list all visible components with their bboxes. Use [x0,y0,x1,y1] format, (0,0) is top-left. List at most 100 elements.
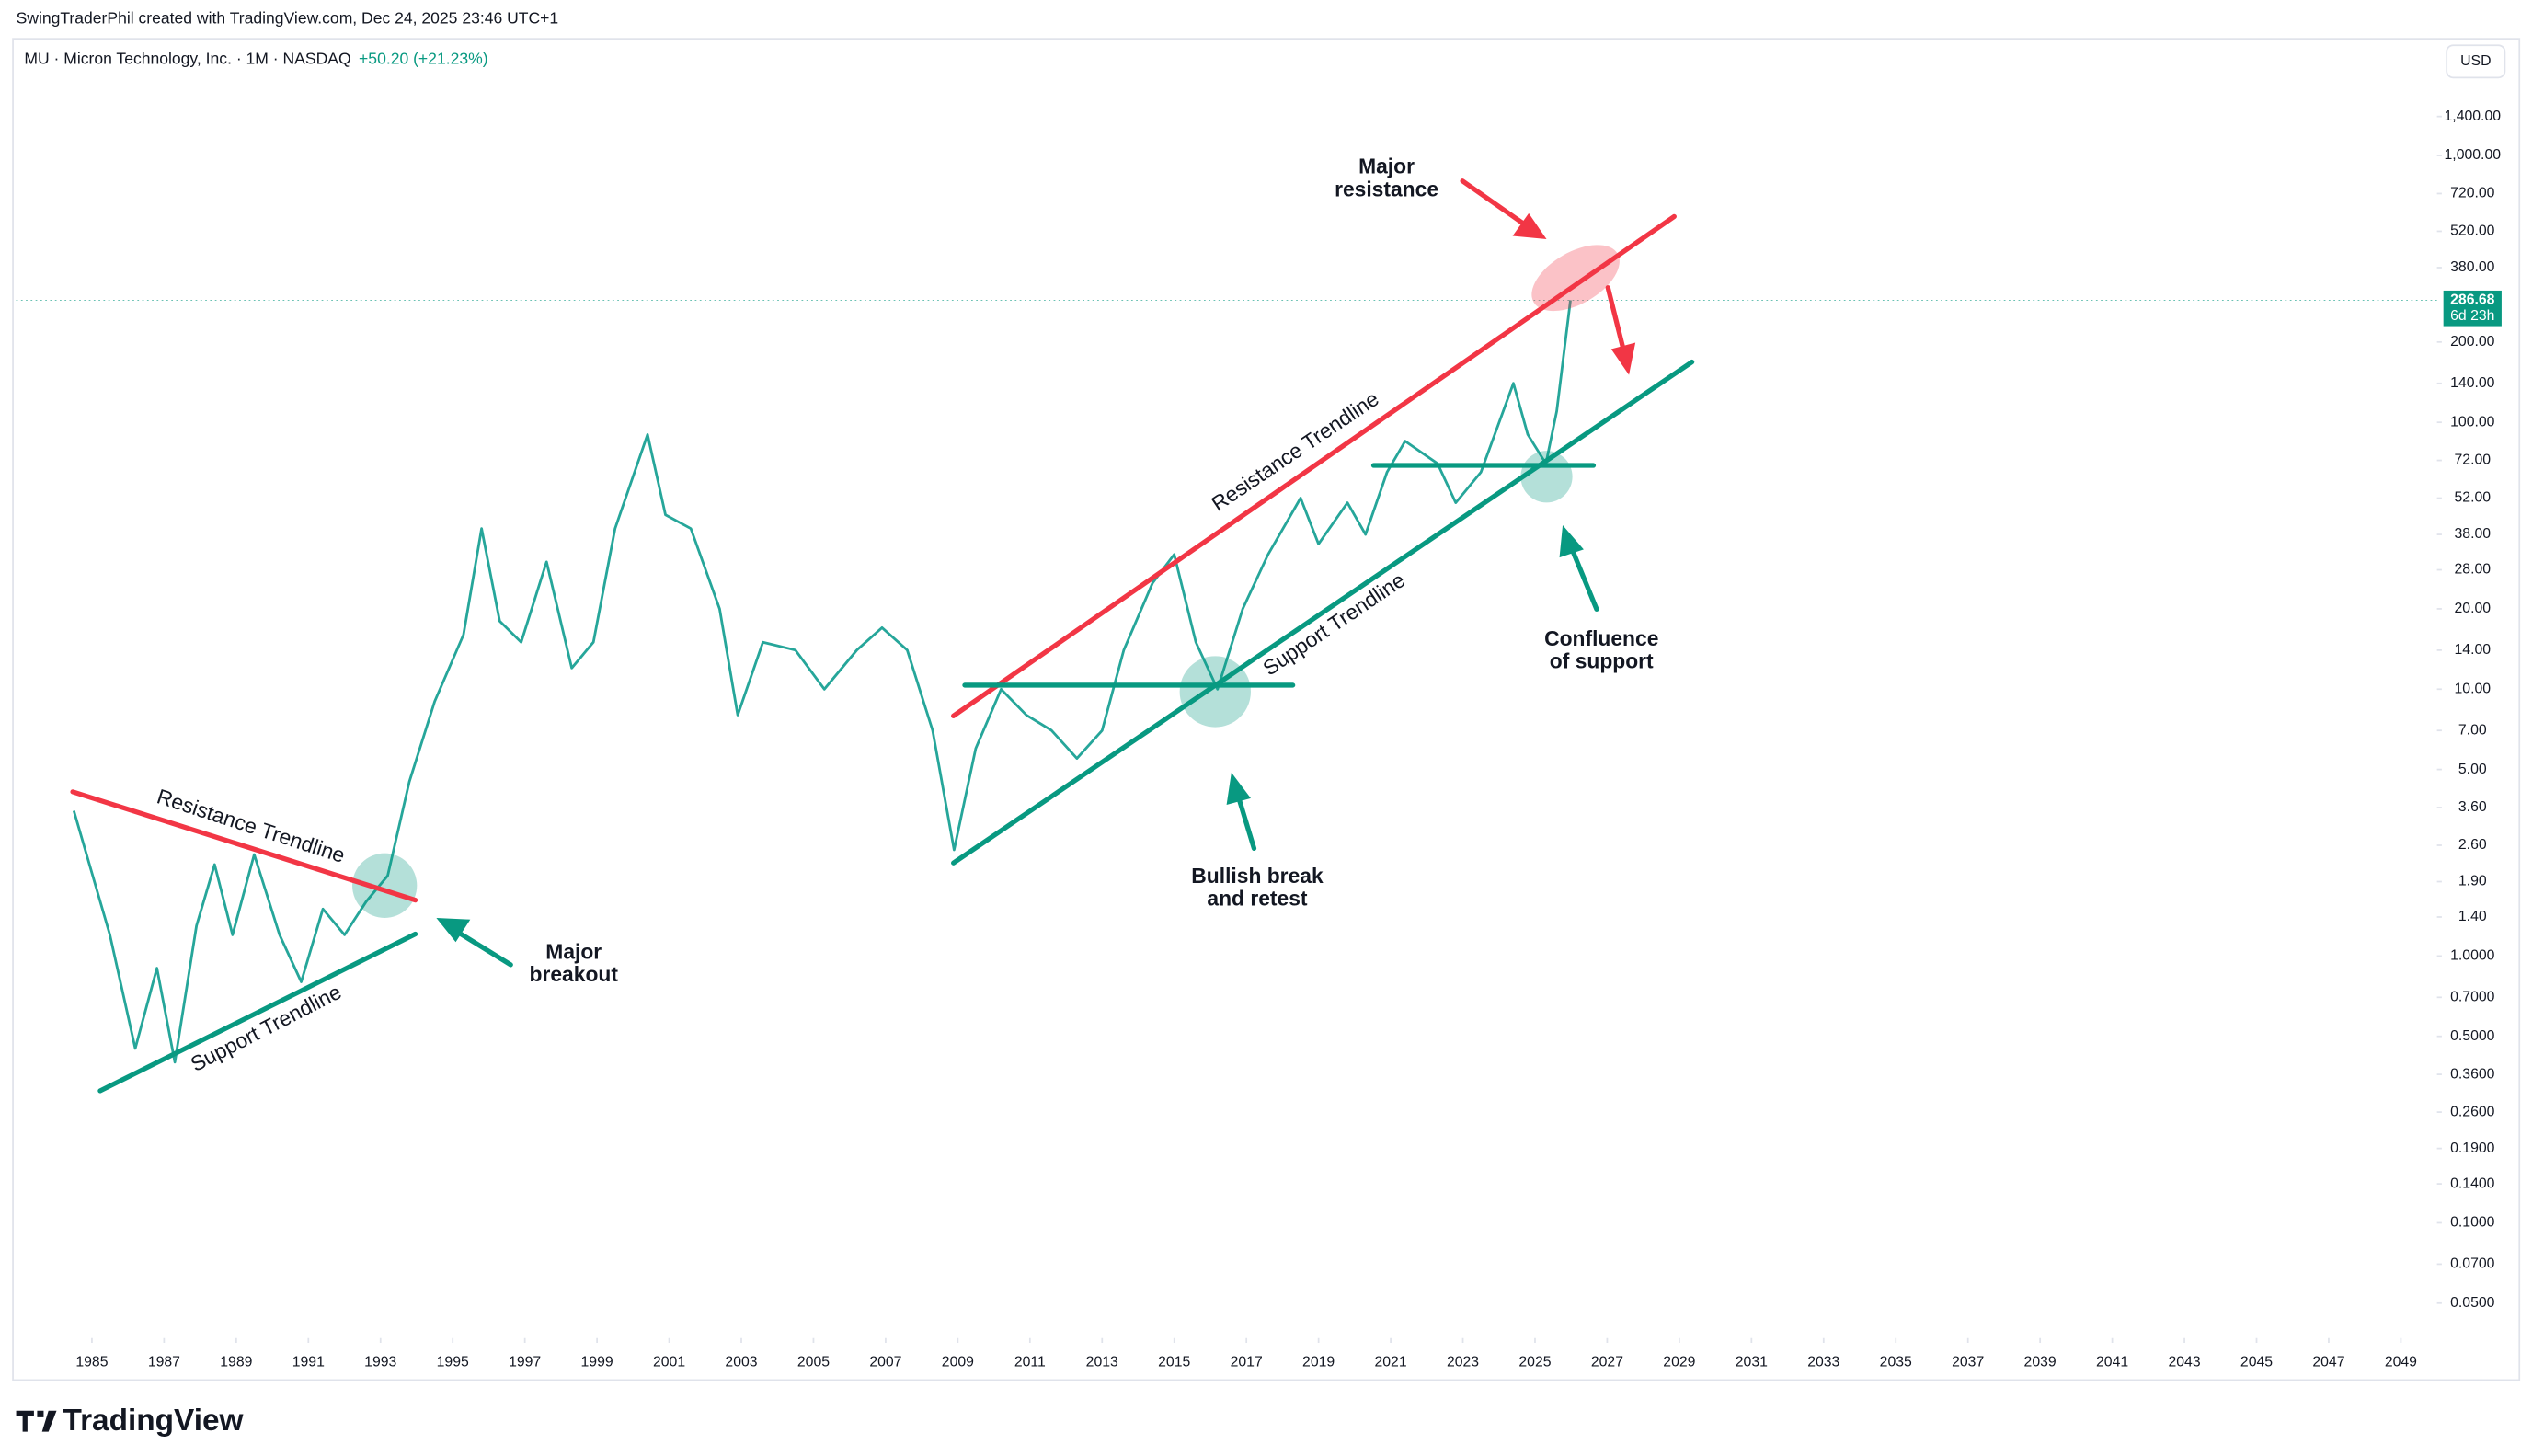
y-tick-label: 720.00 [2450,186,2495,201]
arrow [453,928,513,968]
y-tick-label: 1,000.00 [2445,147,2502,163]
y-tick-label: 14.00 [2455,642,2492,658]
logo-text: TradingView [63,1404,245,1438]
x-tick-label: 2037 [1952,1354,1984,1370]
annotation: Confluence [1544,626,1658,650]
price-badge [2443,290,2502,327]
y-tick-label: 0.1900 [2450,1141,2495,1156]
arrow-head [1226,772,1251,805]
highlight [1531,245,1620,312]
y-tick-label: 0.3600 [2450,1066,2495,1082]
x-tick-label: 2025 [1518,1354,1551,1370]
x-tick-label: 1999 [581,1354,613,1370]
x-tick-label: 2033 [1807,1354,1839,1370]
x-tick-label: 2013 [1086,1354,1118,1370]
y-tick-label: 1.90 [2458,874,2487,889]
y-tick-label: 200.00 [2450,334,2495,350]
trendline [70,789,418,903]
y-tick-label: 72.00 [2455,453,2492,468]
y-tick-label: 1.40 [2458,909,2487,924]
arrow [1460,178,1530,229]
y-tick-label: 0.1400 [2450,1175,2495,1191]
trendline [97,931,418,1094]
y-tick-label: 1,400.00 [2445,109,2502,124]
y-tick-label: 520.00 [2450,224,2495,239]
logo: TradingView [16,1404,245,1438]
x-tick-label: 2049 [2385,1354,2417,1370]
annotation: resistance [1335,177,1438,201]
arrow-head [436,917,471,943]
y-tick-label: 0.0500 [2450,1295,2495,1311]
trendline [951,213,1677,718]
chart-frame [12,38,2521,1381]
x-tick-label: 2003 [725,1354,757,1370]
y-tick-label: 5.00 [2458,762,2487,777]
x-tick-label: 2023 [1447,1354,1479,1370]
x-tick-label: 1993 [364,1354,396,1370]
y-tick-label: 20.00 [2455,601,2492,616]
x-tick-label: 2031 [1736,1354,1768,1370]
x-tick-label: 2019 [1302,1354,1335,1370]
arrow-head [1512,212,1547,240]
arrow-head [1559,525,1584,558]
x-tick-label: 2027 [1591,1354,1623,1370]
x-tick-label: 2043 [2168,1354,2200,1370]
arrow [1605,285,1627,355]
plot: 1,400.00 1,000.00 720.00 520.00 380.00 200.00… [16,109,2502,1370]
currency[interactable]: USD [2460,53,2491,69]
annotation: Major [545,940,602,964]
y-tick-label: 1.0000 [2450,948,2495,964]
x-tick-label: 2007 [869,1354,901,1370]
x-tick-label: 2017 [1231,1354,1263,1370]
x-tick-label: 2045 [2240,1354,2273,1370]
y-tick-label: 7.00 [2458,722,2487,738]
x-tick-label: 1989 [220,1354,252,1370]
arrow-head [1610,342,1636,375]
x-tick-label: 2039 [2024,1354,2057,1370]
annotation: breakout [530,962,619,986]
credit: SwingTraderPhil created with TradingView… [17,9,559,28]
trendline [951,359,1695,866]
symbol: MU · Micron Technology, Inc. · 1M · NASD… [24,50,350,68]
annotation: and retest [1207,887,1308,911]
y-tick-label: 0.7000 [2450,989,2495,1004]
y-tick-label: 100.00 [2450,414,2495,430]
highlight [352,853,418,918]
countdown: 6d 23h [2450,308,2494,324]
y-tick-label: 10.00 [2455,681,2492,696]
change: +50.20 (+21.23%) [359,50,487,68]
y-tick-label: 140.00 [2450,375,2495,391]
price-line [72,300,1572,1064]
x-tick-label: 2001 [653,1354,685,1370]
annotation: Bullish break [1191,864,1324,888]
x-tick-label: 2015 [1158,1354,1190,1370]
last-price-label: 286.68 [2450,292,2495,308]
arrow [1568,544,1599,613]
x-tick-label: 2005 [797,1354,830,1370]
y-tick-label: 3.60 [2458,799,2487,815]
x-tick-label: 1991 [292,1354,325,1370]
x-tick-label: 2029 [1663,1354,1695,1370]
x-tick-label: 2035 [1880,1354,1912,1370]
annotation: of support [1550,648,1654,672]
y-tick-label: 2.60 [2458,837,2487,853]
x-tick-label: 1985 [75,1354,108,1370]
y-tick-label: 0.5000 [2450,1028,2495,1044]
x-tick-label: 2021 [1375,1354,1407,1370]
y-tick-label: 28.00 [2455,562,2492,578]
y-tick-label: 0.2600 [2450,1104,2495,1119]
y-tick-label: 52.00 [2455,490,2492,506]
x-tick-label: 2047 [2312,1354,2344,1370]
x-tick-label: 1987 [148,1354,180,1370]
x-tick-label: 2011 [1014,1354,1046,1370]
currency-button[interactable] [2446,44,2506,79]
y-tick-label: 380.00 [2450,259,2495,275]
y-tick-label: 38.00 [2455,526,2492,542]
arrow [1235,792,1257,852]
y-tick-label: 0.1000 [2450,1215,2495,1231]
y-tick-label: 0.0700 [2450,1256,2495,1272]
x-tick-label: 1997 [509,1354,541,1370]
